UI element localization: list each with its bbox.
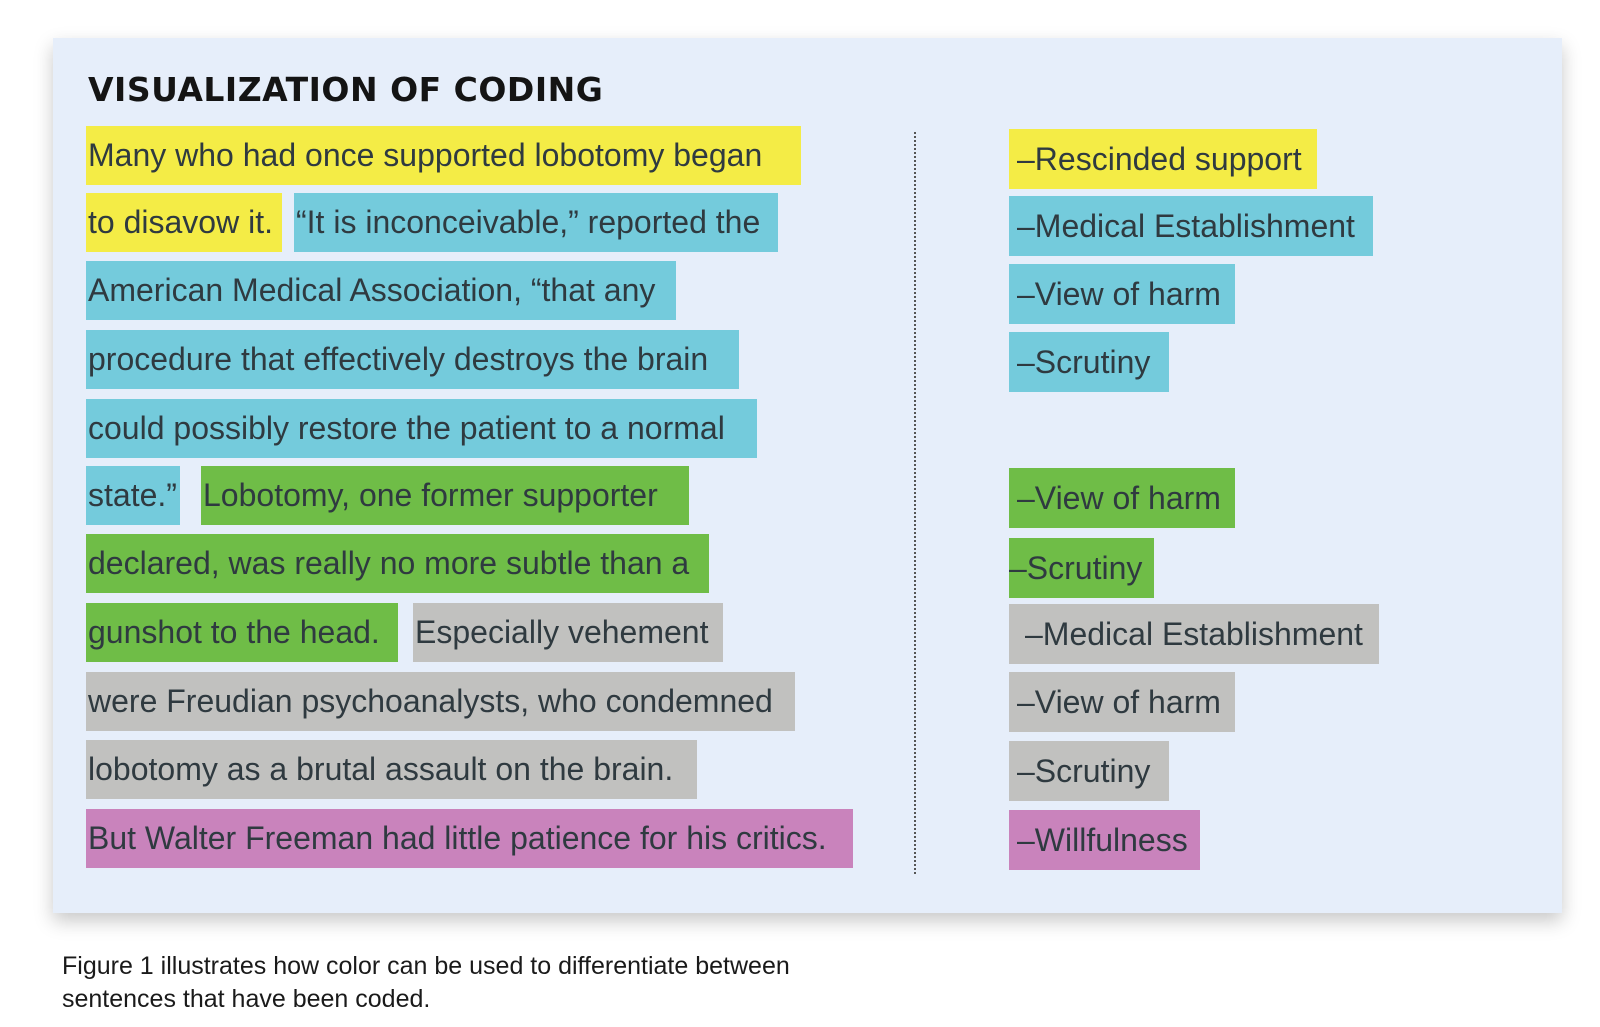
text-segment-gray-3: lobotomy as a brutal assault on the brai…: [86, 740, 697, 799]
code-scrutiny-2: –Scrutiny: [1009, 538, 1154, 598]
code-willfulness: –Willfulness: [1009, 810, 1200, 870]
code-scrutiny-3: –Scrutiny: [1009, 741, 1169, 801]
text-segment-green-3: gunshot to the head.: [86, 603, 398, 662]
code-view-of-harm-1: –View of harm: [1009, 264, 1235, 324]
text-segment-green-1: Lobotomy, one former supporter: [201, 466, 689, 525]
column-divider: [914, 132, 916, 874]
code-scrutiny-1: –Scrutiny: [1009, 332, 1169, 392]
text-segment-gray-2: were Freudian psychoanalysts, who condem…: [86, 672, 795, 731]
code-rescinded-support: –Rescinded support: [1009, 129, 1317, 189]
text-segment-blue-2: American Medical Association, “that any: [86, 261, 676, 320]
text-segment-yellow-1: Many who had once supported lobotomy beg…: [86, 126, 801, 185]
text-segment-blue-1: “It is inconceivable,” reported the: [294, 193, 778, 252]
code-medical-establishment-2: –Medical Establishment: [1009, 604, 1379, 664]
text-segment-blue-3: procedure that effectively destroys the …: [86, 330, 739, 389]
text-segment-pink-1: But Walter Freeman had little patience f…: [86, 809, 853, 868]
text-segment-green-2: declared, was really no more subtle than…: [86, 534, 709, 593]
text-segment-gray-1: Especially vehement: [413, 603, 723, 662]
text-segment-blue-4: could possibly restore the patient to a …: [86, 399, 757, 458]
code-medical-establishment-1: –Medical Establishment: [1009, 196, 1373, 256]
code-view-of-harm-3: –View of harm: [1009, 672, 1235, 732]
text-segment-blue-5: state.”: [86, 466, 180, 525]
code-view-of-harm-2: –View of harm: [1009, 468, 1235, 528]
figure-caption: Figure 1 illustrates how color can be us…: [62, 952, 790, 1013]
figure-title: VISUALIZATION OF CODING: [88, 70, 604, 109]
text-segment-yellow-2: to disavow it.: [86, 193, 282, 252]
